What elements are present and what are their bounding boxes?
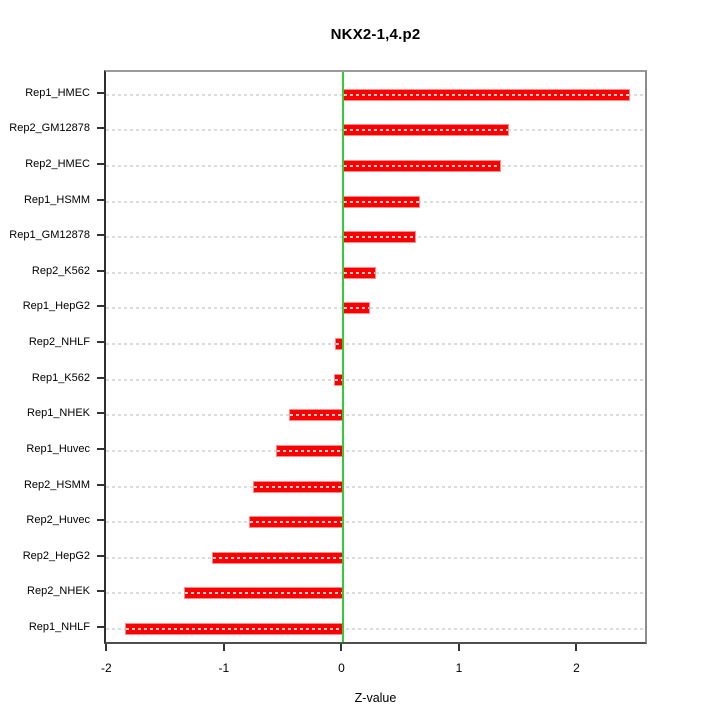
gridline — [106, 343, 645, 346]
y-tick — [97, 626, 104, 628]
y-tick — [97, 127, 104, 130]
gridline — [106, 556, 645, 559]
y-tick-label: Rep1_K562 — [31, 371, 90, 384]
bar-Rep1_GM12878 — [343, 231, 417, 244]
y-tick-label: Rep2_HSMM — [23, 478, 90, 491]
y-tick-label: Rep1_Huvec — [26, 442, 90, 455]
x-tick-label: 0 — [338, 661, 345, 675]
bar-Rep2_HMEC — [343, 159, 501, 172]
x-axis-label: Z-value — [354, 691, 397, 705]
bar-Rep2_HepG2 — [211, 551, 344, 564]
bar-grid-overlay — [212, 556, 343, 559]
gridline — [106, 378, 645, 381]
bar-grid-overlay — [344, 93, 630, 96]
y-tick — [97, 554, 104, 557]
gridline — [106, 485, 645, 488]
y-tick-label: Rep2_NHLF — [28, 336, 90, 349]
bar-grid-overlay — [253, 485, 343, 488]
bar-grid-overlay — [335, 378, 343, 381]
y-tick — [97, 412, 104, 415]
y-tick-label: Rep1_HSMM — [23, 193, 90, 206]
x-tick-label: 2 — [573, 661, 580, 675]
x-tick — [340, 644, 343, 651]
y-tick — [97, 447, 104, 450]
gridline — [106, 449, 645, 452]
bar-Rep1_Huvec — [276, 444, 344, 457]
y-tick — [97, 376, 104, 379]
plot-area — [104, 70, 647, 644]
y-tick-label: Rep2_Huvec — [26, 514, 90, 527]
bar-grid-overlay — [344, 307, 370, 310]
bar-Rep2_GM12878 — [343, 124, 510, 137]
y-tick-label: Rep1_GM12878 — [9, 229, 90, 242]
gridline — [106, 521, 645, 524]
x-tick — [222, 644, 225, 651]
y-tick — [97, 91, 104, 94]
bar-Rep2_NHEK — [183, 587, 344, 600]
x-tick-label: -2 — [101, 661, 112, 675]
y-tick-label: Rep2_HepG2 — [22, 549, 90, 562]
bar-grid-overlay — [344, 129, 509, 132]
bar-Rep1_HMEC — [343, 88, 631, 101]
bar-grid-overlay — [344, 271, 376, 274]
y-tick — [97, 234, 104, 237]
bar-grid-overlay — [250, 521, 343, 524]
bar-Rep2_HSMM — [252, 480, 344, 493]
bar-grid-overlay — [336, 343, 343, 346]
bar-grid-overlay — [344, 200, 419, 203]
y-tick-label: Rep1_HMEC — [25, 86, 90, 99]
gridline — [106, 414, 645, 417]
y-tick-label: Rep2_K562 — [31, 264, 90, 277]
y-tick — [97, 198, 104, 201]
x-tick-label: -1 — [218, 661, 230, 675]
bar-Rep2_Huvec — [249, 516, 344, 529]
bar-grid-overlay — [344, 164, 500, 167]
x-tick — [575, 644, 578, 651]
chart-title: NKX2-1,4.p2 — [330, 26, 421, 43]
y-tick — [97, 269, 104, 272]
bar-grid-overlay — [277, 449, 343, 452]
gridline — [106, 628, 645, 630]
x-tick-label: 1 — [455, 661, 463, 675]
bar-Rep2_K562 — [343, 266, 377, 279]
gridline — [106, 592, 645, 595]
bar-grid-overlay — [344, 236, 416, 239]
bar-grid-overlay — [290, 414, 343, 417]
x-tick — [105, 644, 108, 651]
x-tick — [457, 644, 460, 651]
bar-Rep1_NHEK — [289, 409, 344, 422]
bar-Rep1_HSMM — [343, 195, 420, 208]
bar-Rep1_HepG2 — [343, 302, 371, 315]
y-tick-label: Rep2_GM12878 — [9, 122, 90, 135]
y-tick-label: Rep1_HepG2 — [22, 300, 90, 313]
y-tick-label: Rep1_NHLF — [28, 621, 90, 633]
y-tick — [97, 162, 104, 165]
bar-grid-overlay — [184, 592, 343, 595]
y-tick-label: Rep2_NHEK — [27, 585, 90, 598]
y-tick — [97, 305, 104, 308]
y-tick — [97, 483, 104, 486]
y-tick — [97, 341, 104, 344]
bar-grid-overlay — [125, 628, 343, 630]
gridline — [106, 307, 645, 310]
y-tick — [97, 519, 104, 522]
y-tick-label: Rep2_HMEC — [25, 157, 90, 170]
y-tick-label: Rep1_NHEK — [27, 407, 90, 420]
y-tick — [97, 590, 104, 593]
bar-Rep1_NHLF — [124, 623, 344, 635]
zero-reference-line — [342, 72, 345, 642]
